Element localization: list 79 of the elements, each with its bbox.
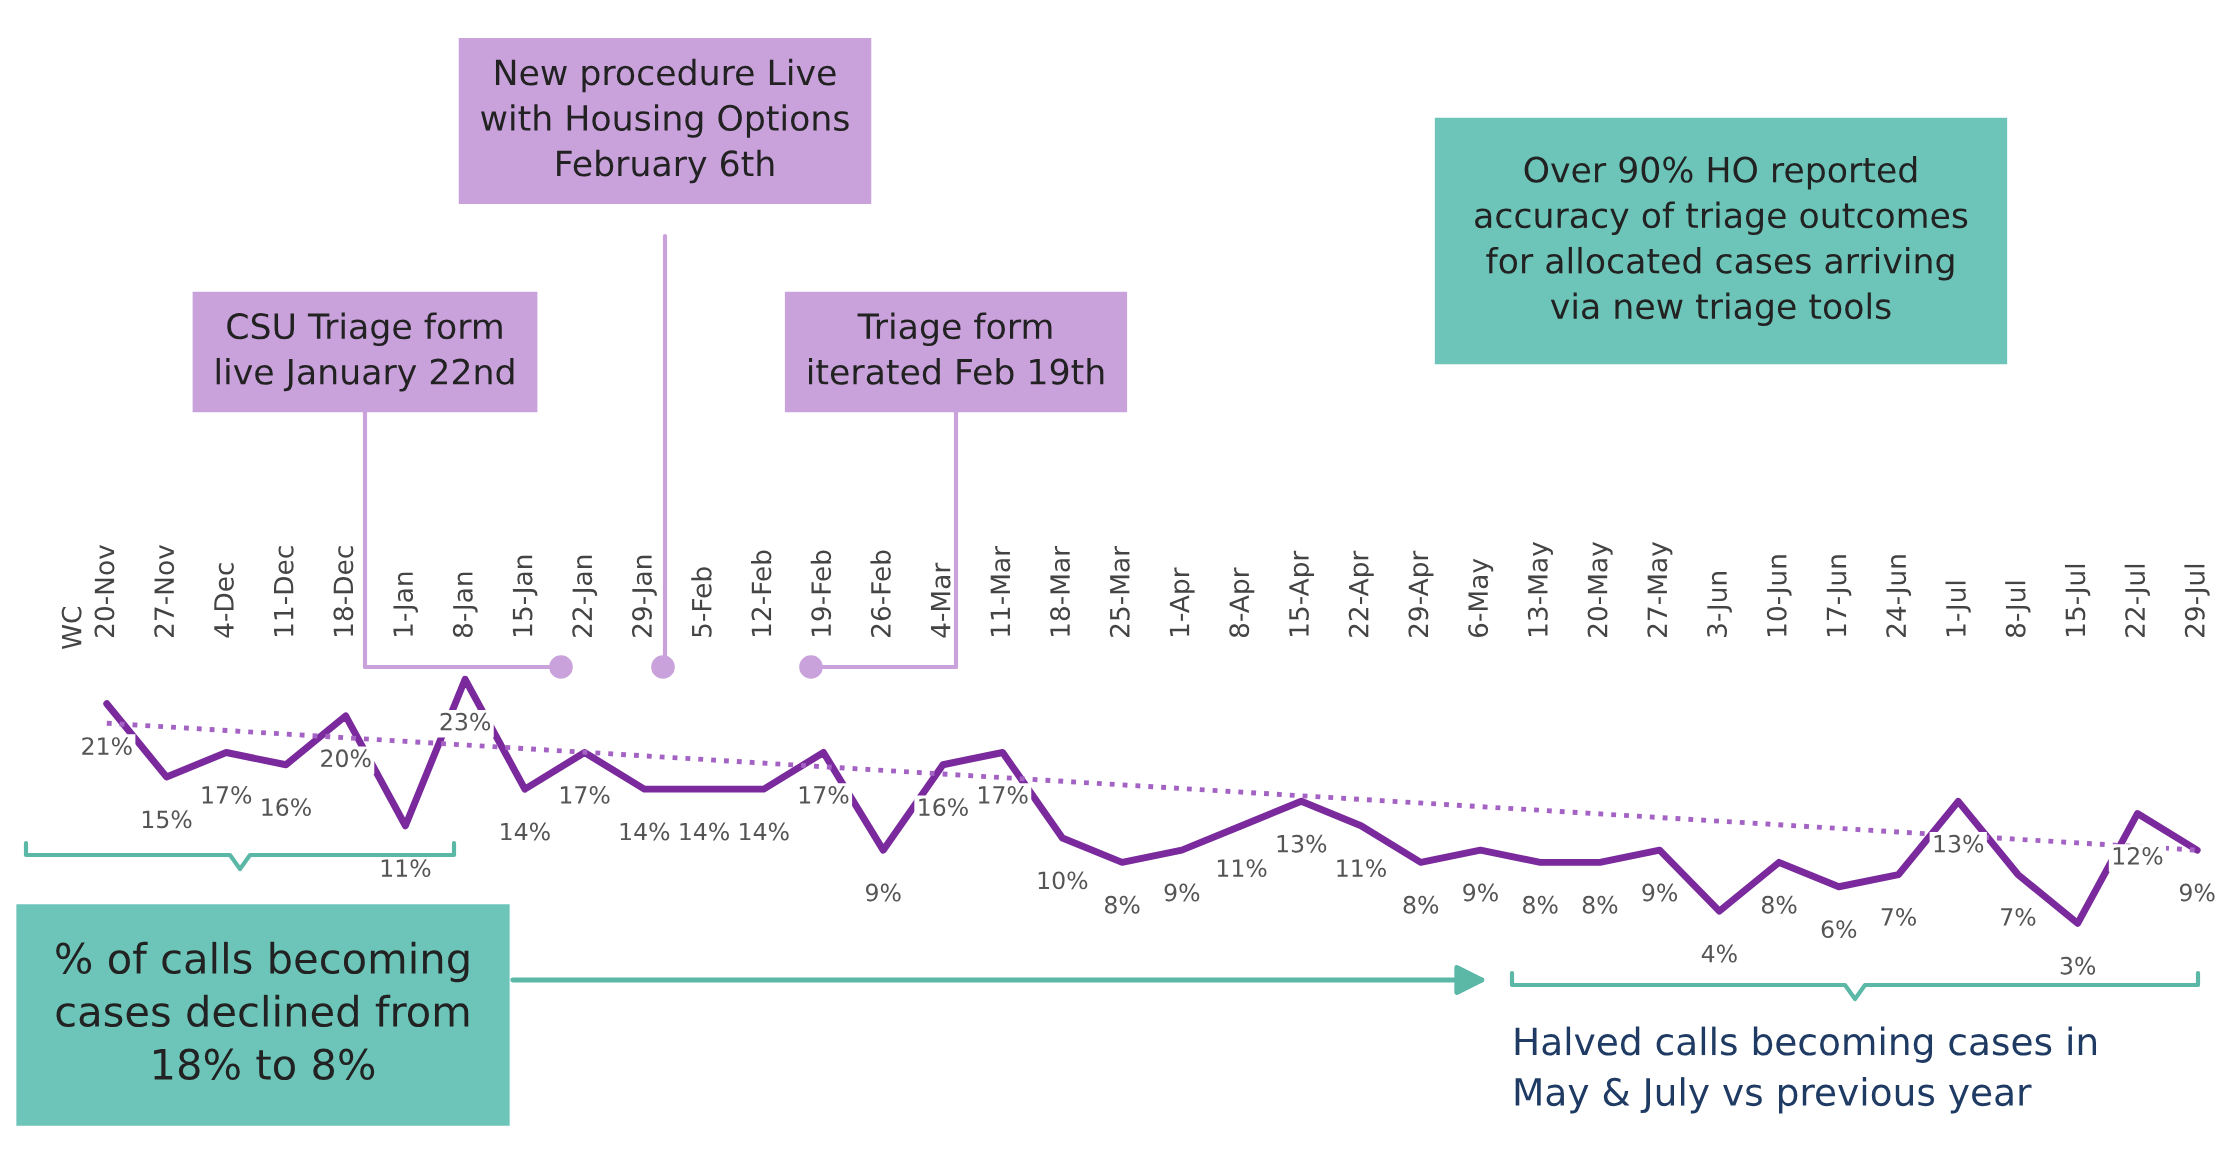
x-tick-label: 10-Jun [1766,555,1792,636]
x-tick-label: 8-Jan [452,572,478,638]
data-label: 9% [1642,883,1678,902]
data-label: 16% [262,798,311,817]
data-label: 17% [202,785,252,804]
data-label: 8% [1523,895,1558,914]
data-label: 7% [1881,908,1916,926]
data-label: 21% [82,737,132,755]
x-tick-label: 1-Jul [1945,581,1971,636]
text: Triage form iterated Feb 19th [809,312,1104,385]
data-label: 11% [1217,859,1267,878]
data-label: 3% [2060,956,2096,975]
x-tick-label: 4-Mar [930,562,951,638]
data-label: 8% [1761,895,1797,914]
x-tick-label: 17-Jun [1826,555,1852,636]
data-label: 14% [501,822,550,841]
x-tick-label: 22-Jul [2124,564,2150,637]
x-tick-label: 26-Feb [870,550,891,637]
data-label: 13% [1277,834,1327,853]
text: Over 90% HO reported accuracy of triage outcomes for allocated cases arriving via new triage tools [1475,155,1968,327]
data-label: 12% [2113,846,2163,865]
x-tick-label: 8-Apr [1229,567,1255,638]
x-tick-label: 18-Dec [333,546,354,636]
x-tick-label: 8-Jul [2005,581,2031,638]
x-tick-label: 15-Apr [1289,550,1315,636]
data-label: 11% [381,859,431,878]
data-label: 8% [1104,895,1140,914]
data-label: 20% [321,749,371,768]
x-tick-label: 25-Mar [1109,546,1130,637]
text: WC [61,606,82,650]
data-label: 15% [142,810,192,829]
x-tick-label: 29-Jan [632,555,657,637]
data-label: 8% [1403,895,1439,914]
x-tick-label: 15-Jan [512,555,538,636]
text: Halved calls becoming cases in May & July vs previous year [1515,1026,2097,1114]
data-label: 6% [1821,920,1857,939]
data-label: 17% [799,785,849,804]
x-tick-label: 27-May [1647,542,1673,637]
data-label: 9% [1463,883,1498,902]
data-label: 14% [680,822,729,841]
data-label: 9% [1164,883,1200,902]
x-tick-label: 20-May [1587,542,1613,637]
x-tick-label: 6-May [1468,558,1494,638]
data-label: 7% [2001,908,2036,926]
text: CSU Triage form live January 22nd [216,312,514,392]
data-label: 8% [1582,895,1618,914]
x-tick-label: 22-Jan [572,555,598,637]
data-label: 17% [560,785,610,804]
x-tick-label: 27-Nov [154,545,175,637]
data-label: 16% [919,798,968,817]
x-tick-label: 29-Jul [2184,564,2210,637]
x-tick-label: 13-May [1527,542,1553,636]
x-tick-label: 5-Feb [691,567,712,637]
x-tick-label: 11-Mar [990,546,1011,636]
data-label: 17% [979,785,1028,804]
x-tick-label: 18-Mar [1050,546,1071,636]
x-tick-label: 19-Feb [810,550,832,636]
x-tick-label: 22-Apr [1348,550,1374,637]
data-label: 11% [1337,859,1386,878]
text: % of calls becoming cases declined from 18% to 8% [56,941,469,1081]
x-tick-label: 12-Feb [750,550,772,636]
data-label: 23% [440,712,491,731]
data-label: 9% [865,883,901,902]
data-label: 4% [1701,944,1737,963]
x-tick-label: 15-Jul [2064,564,2091,636]
x-tick-label: 24-Jun [1886,555,1912,637]
x-tick-label: 4-Dec [214,563,234,638]
x-tick-label: 11-Dec [274,546,294,636]
x-tick-label: 3-Jun [1707,572,1732,637]
text: New procedure Live with Housing Options February 6th [481,58,849,184]
x-tick-label: 1-Apr [1169,567,1195,636]
data-label: 14% [740,822,789,841]
x-tick-label: 1-Jan [393,572,418,636]
data-label: 13% [1934,834,1984,853]
x-tick-label: 29-Apr [1408,550,1434,637]
data-label: 14% [620,822,670,841]
data-label: 9% [2179,883,2215,902]
data-label: 10% [1038,871,1088,890]
x-tick-label: 20-Nov [94,545,115,637]
